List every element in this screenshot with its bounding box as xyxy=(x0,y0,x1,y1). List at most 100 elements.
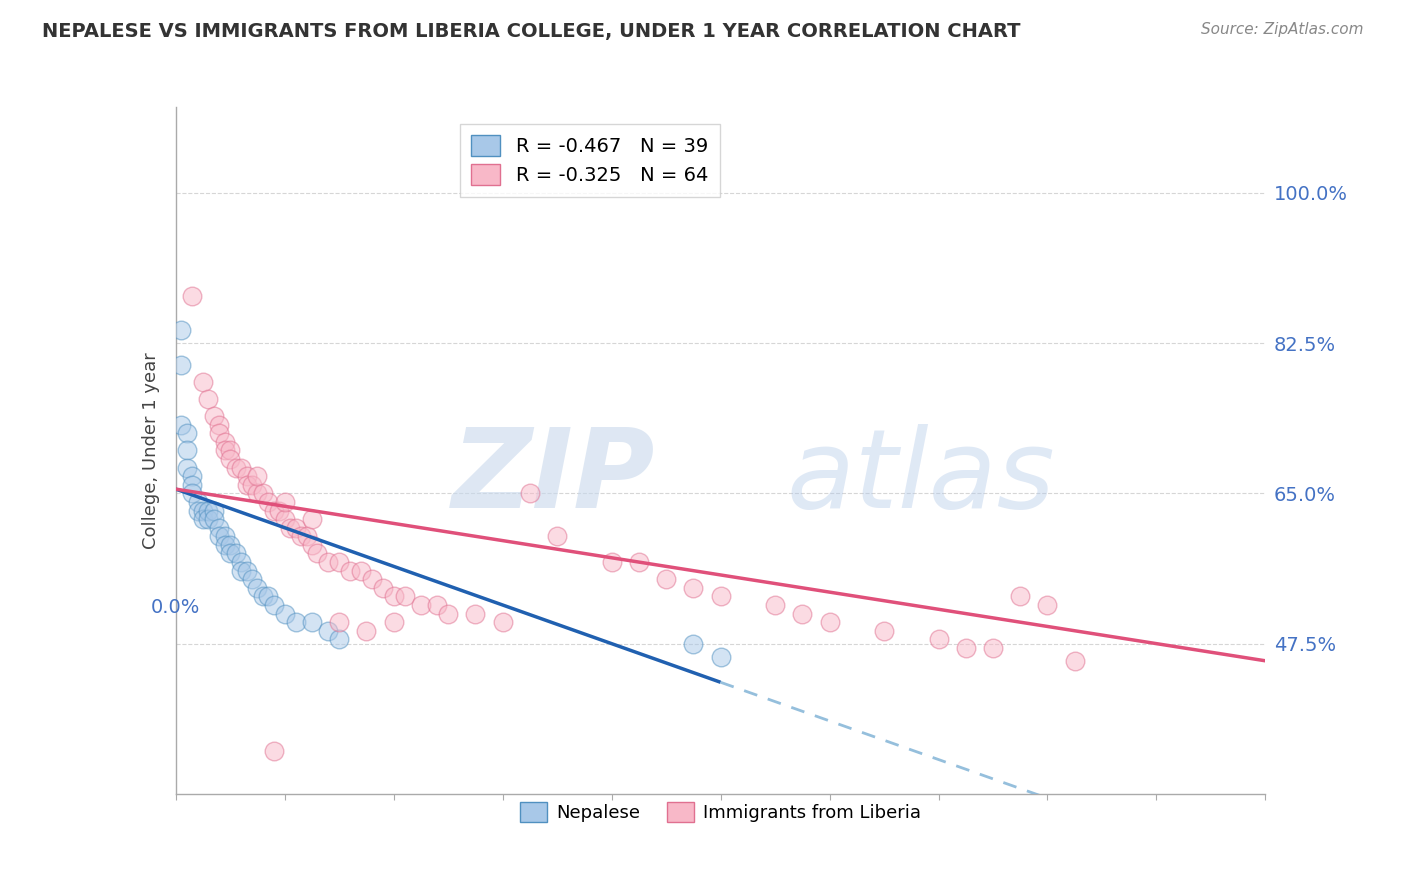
Point xyxy=(208,521,231,535)
Point xyxy=(464,607,486,621)
Point xyxy=(208,417,231,432)
Point xyxy=(318,624,340,638)
Point xyxy=(170,323,193,337)
Point xyxy=(225,546,247,561)
Point xyxy=(328,632,350,647)
Point xyxy=(181,478,204,492)
Point xyxy=(231,564,253,578)
Point xyxy=(710,590,733,604)
Point xyxy=(284,615,307,630)
Text: 0.0%: 0.0% xyxy=(150,599,201,617)
Point xyxy=(252,590,274,604)
Point xyxy=(328,615,350,630)
Point xyxy=(1010,590,1032,604)
Point xyxy=(519,486,541,500)
Point xyxy=(682,637,704,651)
Text: ZIP: ZIP xyxy=(451,425,655,532)
Point xyxy=(235,469,257,483)
Point xyxy=(328,555,350,569)
Legend: Nepalese, Immigrants from Liberia: Nepalese, Immigrants from Liberia xyxy=(513,795,928,830)
Text: Source: ZipAtlas.com: Source: ZipAtlas.com xyxy=(1201,22,1364,37)
Point xyxy=(382,615,405,630)
Point xyxy=(339,564,361,578)
Point xyxy=(214,529,236,543)
Point xyxy=(409,598,432,612)
Point xyxy=(356,624,378,638)
Point xyxy=(176,443,198,458)
Point xyxy=(176,460,198,475)
Point xyxy=(307,546,329,561)
Point xyxy=(350,564,373,578)
Point xyxy=(627,555,650,569)
Point xyxy=(873,624,896,638)
Point xyxy=(219,538,242,552)
Point xyxy=(394,590,416,604)
Point xyxy=(301,512,323,526)
Point xyxy=(181,289,204,303)
Point xyxy=(600,555,623,569)
Point xyxy=(955,640,977,655)
Point xyxy=(235,478,257,492)
Point xyxy=(186,503,209,517)
Point xyxy=(208,529,231,543)
Point xyxy=(682,581,704,595)
Point xyxy=(225,460,247,475)
Point xyxy=(301,538,323,552)
Point xyxy=(263,744,285,758)
Point xyxy=(214,443,236,458)
Point xyxy=(546,529,568,543)
Point xyxy=(191,503,214,517)
Point xyxy=(240,572,263,586)
Point xyxy=(197,512,219,526)
Point xyxy=(246,486,269,500)
Point xyxy=(170,417,193,432)
Point xyxy=(181,486,204,500)
Point xyxy=(269,503,291,517)
Point xyxy=(382,590,405,604)
Point xyxy=(263,598,285,612)
Point xyxy=(360,572,382,586)
Point xyxy=(818,615,841,630)
Point xyxy=(263,503,285,517)
Point xyxy=(252,486,274,500)
Point xyxy=(928,632,950,647)
Point xyxy=(219,443,242,458)
Point xyxy=(981,640,1004,655)
Point xyxy=(202,409,225,424)
Point xyxy=(437,607,460,621)
Point xyxy=(278,521,301,535)
Point xyxy=(191,512,214,526)
Point xyxy=(792,607,814,621)
Point xyxy=(186,495,209,509)
Point xyxy=(1036,598,1059,612)
Point xyxy=(318,555,340,569)
Point xyxy=(181,469,204,483)
Point xyxy=(371,581,394,595)
Point xyxy=(1063,654,1085,668)
Point xyxy=(197,503,219,517)
Point xyxy=(214,434,236,449)
Point xyxy=(246,469,269,483)
Y-axis label: College, Under 1 year: College, Under 1 year xyxy=(142,352,160,549)
Point xyxy=(246,581,269,595)
Point xyxy=(274,495,297,509)
Point xyxy=(231,555,253,569)
Point xyxy=(301,615,323,630)
Point xyxy=(219,452,242,467)
Point xyxy=(197,392,219,406)
Text: NEPALESE VS IMMIGRANTS FROM LIBERIA COLLEGE, UNDER 1 YEAR CORRELATION CHART: NEPALESE VS IMMIGRANTS FROM LIBERIA COLL… xyxy=(42,22,1021,41)
Point xyxy=(170,358,193,372)
Text: atlas: atlas xyxy=(786,425,1054,532)
Point xyxy=(295,529,318,543)
Point xyxy=(191,375,214,389)
Point xyxy=(231,460,253,475)
Point xyxy=(176,426,198,441)
Point xyxy=(710,649,733,664)
Point xyxy=(492,615,515,630)
Point xyxy=(655,572,678,586)
Point xyxy=(202,503,225,517)
Point xyxy=(235,564,257,578)
Point xyxy=(290,529,312,543)
Point xyxy=(208,426,231,441)
Point xyxy=(202,512,225,526)
